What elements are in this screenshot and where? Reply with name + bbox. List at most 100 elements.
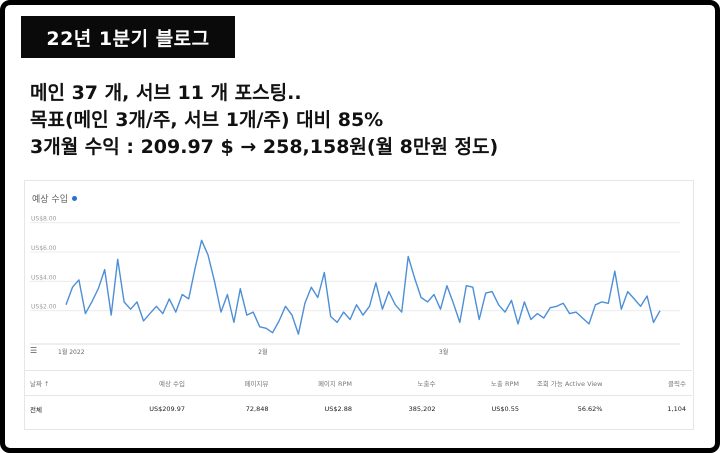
data-point[interactable] — [549, 306, 552, 309]
data-point[interactable] — [478, 318, 481, 321]
column-header[interactable]: 페이지 RPM — [274, 370, 358, 396]
data-point[interactable] — [426, 300, 429, 303]
data-point[interactable] — [310, 286, 313, 289]
data-point[interactable] — [103, 268, 106, 271]
data-point[interactable] — [620, 308, 623, 311]
data-point[interactable] — [613, 269, 616, 272]
data-point[interactable] — [542, 316, 545, 319]
data-point[interactable] — [523, 300, 526, 303]
data-point[interactable] — [348, 318, 351, 321]
data-point[interactable] — [516, 322, 519, 325]
data-point[interactable] — [645, 294, 648, 297]
data-point[interactable] — [71, 286, 74, 289]
data-point[interactable] — [90, 300, 93, 303]
data-point[interactable] — [297, 333, 300, 336]
data-point[interactable] — [458, 321, 461, 324]
data-point[interactable] — [587, 322, 590, 325]
data-point[interactable] — [135, 300, 138, 303]
data-point[interactable] — [329, 315, 332, 318]
data-point[interactable] — [226, 293, 229, 296]
data-point[interactable] — [129, 308, 132, 311]
data-point[interactable] — [355, 303, 358, 306]
data-point[interactable] — [562, 302, 565, 305]
column-header[interactable]: 페이지뷰 — [191, 370, 275, 396]
data-point[interactable] — [394, 303, 397, 306]
data-point[interactable] — [439, 308, 442, 311]
data-point[interactable] — [581, 316, 584, 319]
data-point[interactable] — [290, 313, 293, 316]
data-point[interactable] — [84, 312, 87, 315]
data-point[interactable] — [219, 311, 222, 314]
data-point[interactable] — [368, 305, 371, 308]
data-point[interactable] — [200, 239, 203, 242]
data-point[interactable] — [277, 319, 280, 322]
data-point[interactable] — [194, 267, 197, 270]
data-point[interactable] — [491, 290, 494, 293]
data-point[interactable] — [252, 311, 255, 314]
data-point[interactable] — [361, 313, 364, 316]
data-point[interactable] — [445, 284, 448, 287]
data-point[interactable] — [381, 308, 384, 311]
data-point[interactable] — [265, 327, 268, 330]
data-point[interactable] — [110, 313, 113, 316]
column-header[interactable]: 노출수 — [358, 370, 442, 396]
column-header[interactable]: 조회 가능 Active View — [525, 370, 609, 396]
data-point[interactable] — [187, 297, 190, 300]
data-point[interactable] — [465, 284, 468, 287]
data-point[interactable] — [64, 303, 67, 306]
data-point[interactable] — [413, 277, 416, 280]
data-point[interactable] — [213, 280, 216, 283]
data-point[interactable] — [342, 311, 345, 314]
series-line[interactable] — [65, 239, 661, 335]
data-point[interactable] — [77, 278, 80, 281]
data-point[interactable] — [574, 311, 577, 314]
data-point[interactable] — [374, 281, 377, 284]
data-point[interactable] — [323, 271, 326, 274]
data-point[interactable] — [510, 299, 513, 302]
data-point[interactable] — [407, 255, 410, 258]
data-point[interactable] — [336, 321, 339, 324]
data-point[interactable] — [284, 305, 287, 308]
data-point[interactable] — [555, 305, 558, 308]
data-point[interactable] — [232, 321, 235, 324]
data-point[interactable] — [452, 302, 455, 305]
data-point[interactable] — [168, 297, 171, 300]
data-point[interactable] — [503, 311, 506, 314]
column-header[interactable]: 노출 RPM — [441, 370, 525, 396]
data-point[interactable] — [529, 318, 532, 321]
data-point[interactable] — [420, 296, 423, 299]
data-point[interactable] — [148, 312, 151, 315]
data-point[interactable] — [568, 312, 571, 315]
axis-menu-icon[interactable]: ☰ — [30, 346, 38, 355]
data-point[interactable] — [432, 293, 435, 296]
data-point[interactable] — [142, 319, 145, 322]
data-point[interactable] — [174, 311, 177, 314]
data-point[interactable] — [271, 331, 274, 334]
metric-selector[interactable]: 예상 수입 — [32, 192, 77, 205]
data-point[interactable] — [155, 305, 158, 308]
data-point[interactable] — [181, 293, 184, 296]
data-point[interactable] — [206, 253, 209, 256]
data-point[interactable] — [652, 321, 655, 324]
data-point[interactable] — [400, 311, 403, 314]
data-point[interactable] — [607, 302, 610, 305]
data-point[interactable] — [633, 297, 636, 300]
column-header[interactable]: 날짜 ↑ — [24, 370, 108, 396]
data-point[interactable] — [123, 300, 126, 303]
data-point[interactable] — [239, 287, 242, 290]
data-point[interactable] — [303, 302, 306, 305]
data-point[interactable] — [600, 300, 603, 303]
data-point[interactable] — [97, 287, 100, 290]
column-header[interactable]: 예상 수입 — [107, 370, 191, 396]
data-point[interactable] — [658, 309, 661, 312]
data-point[interactable] — [497, 303, 500, 306]
data-point[interactable] — [258, 325, 261, 328]
data-point[interactable] — [639, 305, 642, 308]
data-point[interactable] — [316, 296, 319, 299]
column-header[interactable]: 클릭수 — [608, 370, 692, 396]
data-point[interactable] — [594, 303, 597, 306]
data-point[interactable] — [116, 258, 119, 261]
data-point[interactable] — [387, 290, 390, 293]
data-point[interactable] — [626, 290, 629, 293]
data-point[interactable] — [536, 312, 539, 315]
